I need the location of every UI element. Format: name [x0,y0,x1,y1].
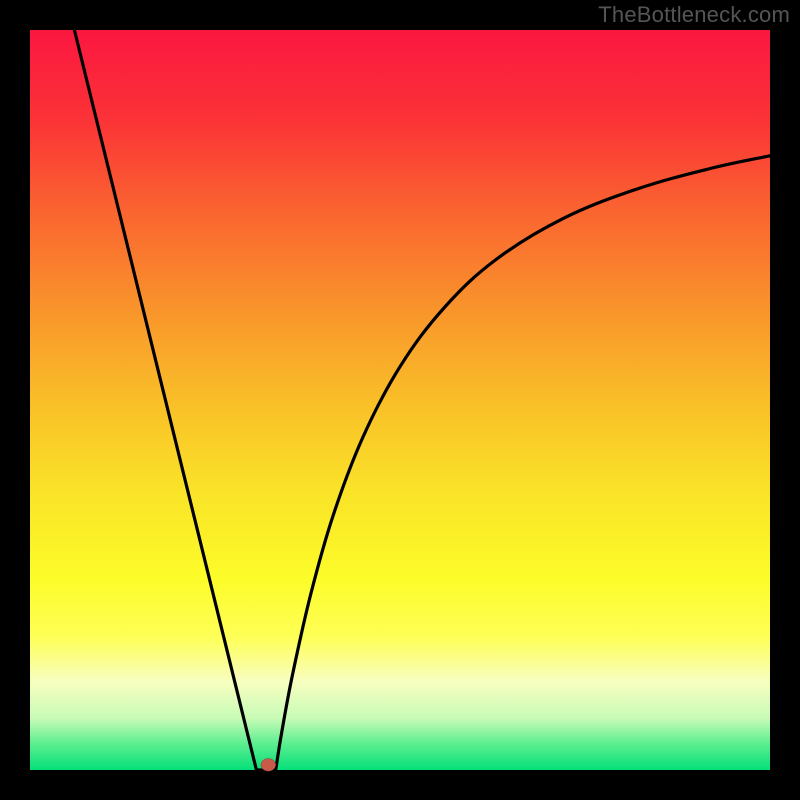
valley-marker [261,759,276,772]
bottleneck-chart [0,0,800,800]
chart-container: TheBottleneck.com [0,0,800,800]
plot-background [30,30,770,770]
watermark-text: TheBottleneck.com [598,2,790,28]
